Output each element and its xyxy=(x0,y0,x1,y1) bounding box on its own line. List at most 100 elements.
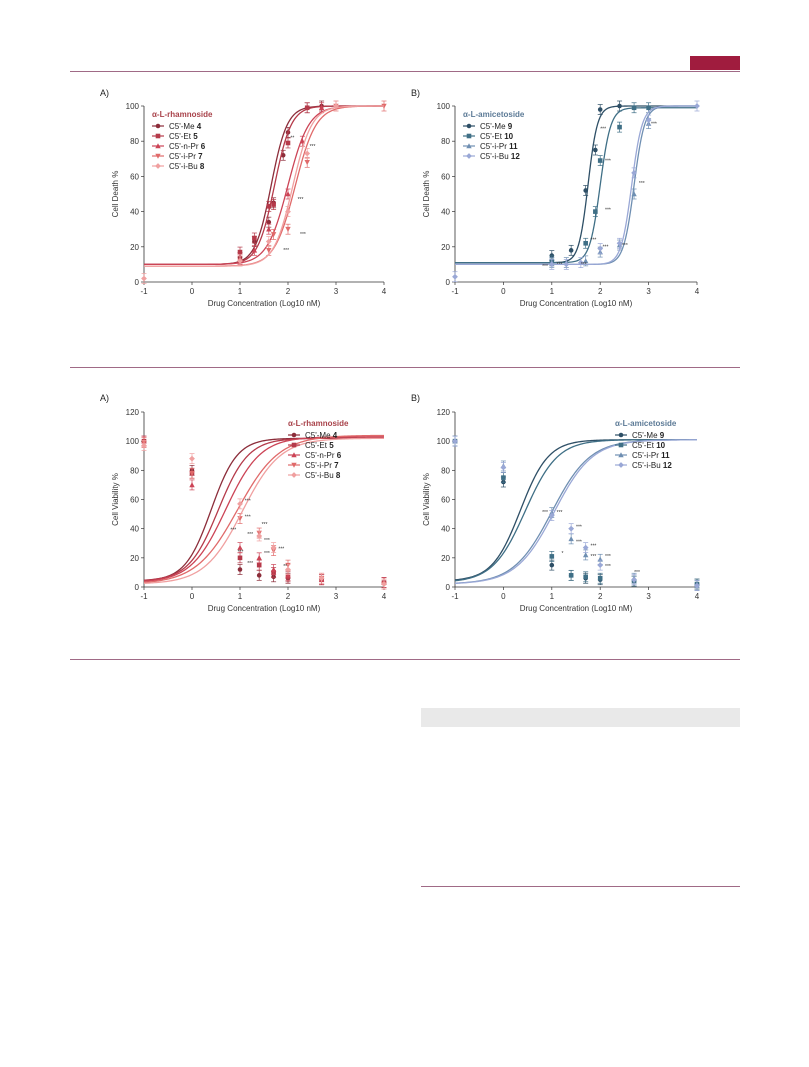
y-tick-label: 60 xyxy=(130,496,139,505)
legend-entry-label: C5'-Et xyxy=(480,132,504,141)
series-12 xyxy=(452,100,700,283)
data-point xyxy=(285,226,291,232)
legend-entry: C5'-Me 4 xyxy=(169,122,202,131)
x-tick-label: 1 xyxy=(550,287,555,296)
x-tick-label: 4 xyxy=(695,287,700,296)
significance-label: *** xyxy=(557,510,563,516)
x-tick-label: -1 xyxy=(451,592,459,601)
data-point xyxy=(597,562,604,569)
data-point xyxy=(631,191,637,197)
legend-entry: C5'-n-Pr 6 xyxy=(169,142,206,151)
significance-label: *** xyxy=(581,262,587,268)
significance-label: *** xyxy=(264,551,270,557)
legend-entry-label: C5'-i-Bu xyxy=(632,461,663,470)
panel-label: A) xyxy=(100,88,109,98)
data-point xyxy=(593,209,598,214)
data-point xyxy=(237,555,243,561)
data-point xyxy=(597,107,603,112)
series-7 xyxy=(141,434,387,590)
x-tick-label: 4 xyxy=(382,287,387,296)
legend-marker xyxy=(618,462,624,468)
significance-label: *** xyxy=(591,238,597,244)
significance-label: *** xyxy=(247,561,253,567)
x-tick-label: -1 xyxy=(140,287,148,296)
y-tick-label: 20 xyxy=(441,554,450,563)
data-point xyxy=(285,208,291,215)
table-header-band xyxy=(421,708,740,727)
legend-entry-number: 9 xyxy=(508,122,513,131)
legend-entry: C5'-i-Bu 12 xyxy=(632,461,672,470)
data-point xyxy=(266,226,272,232)
data-point xyxy=(256,533,263,539)
legend-entry: C5'-i-Pr 11 xyxy=(632,451,670,460)
legend-entry-number: 12 xyxy=(663,461,672,470)
legend-entry-label: C5'-Et xyxy=(632,441,656,450)
data-point xyxy=(285,572,291,578)
y-tick-label: 100 xyxy=(437,102,451,111)
significance-label: *** xyxy=(230,528,236,534)
legend-entry-number: 5 xyxy=(193,132,198,141)
y-tick-label: 40 xyxy=(130,525,139,534)
y-tick-label: 80 xyxy=(441,137,450,146)
legend-entry-number: 4 xyxy=(197,122,202,131)
data-point xyxy=(568,248,574,253)
series-curve xyxy=(144,105,384,267)
series-curve xyxy=(143,434,384,584)
legend-entry-number: 7 xyxy=(198,152,203,161)
series-curve xyxy=(454,439,698,584)
data-point xyxy=(141,275,147,282)
data-point xyxy=(583,188,588,193)
table-bottom-rule xyxy=(421,886,740,887)
legend-entry-number: 7 xyxy=(334,461,339,470)
legend-entry-number: 10 xyxy=(504,132,513,141)
data-point xyxy=(645,117,652,123)
legend-entry-label: C5'-Me xyxy=(480,122,508,131)
y-tick-label: 0 xyxy=(135,278,140,287)
y-tick-label: 100 xyxy=(126,437,140,446)
x-tick-label: 0 xyxy=(190,592,195,601)
significance-label: *** xyxy=(576,539,582,545)
data-point xyxy=(285,191,291,197)
x-axis-label: Drug Concentration (Log10 nM) xyxy=(520,604,633,613)
data-point xyxy=(582,544,589,551)
legend-entry-number: 8 xyxy=(336,471,341,480)
series-8 xyxy=(141,100,384,284)
data-point xyxy=(568,525,575,532)
y-tick-label: 120 xyxy=(126,408,140,417)
x-tick-label: 2 xyxy=(286,592,291,601)
y-axis-label: Cell Death % xyxy=(111,171,120,218)
significance-label: *** xyxy=(238,549,244,555)
data-point xyxy=(285,140,291,146)
legend-entry: C5'-i-Bu 8 xyxy=(169,162,205,171)
legend-entry-label: C5'-Me xyxy=(169,122,197,131)
y-tick-label: 80 xyxy=(130,466,139,475)
significance-label: *** xyxy=(298,197,304,203)
legend-marker xyxy=(155,133,161,139)
legend-entry-label: C5'-i-Pr xyxy=(632,451,661,460)
significance-label: *** xyxy=(310,144,316,150)
legend-entry-label: C5'-i-Pr xyxy=(480,142,509,151)
data-point xyxy=(189,455,195,462)
significance-label: *** xyxy=(576,525,582,531)
legend-entry: C5'-i-Pr 11 xyxy=(480,142,518,151)
data-point xyxy=(631,105,637,111)
legend-entry-number: 8 xyxy=(200,162,205,171)
data-point xyxy=(237,567,243,572)
data-point xyxy=(583,574,588,580)
y-tick-label: 20 xyxy=(130,554,139,563)
legend-marker xyxy=(291,442,297,448)
legend-marker xyxy=(466,133,472,139)
data-point xyxy=(500,464,507,471)
data-point xyxy=(646,105,651,111)
y-tick-label: 60 xyxy=(441,172,450,181)
y-tick-label: 100 xyxy=(437,437,451,446)
data-point xyxy=(299,138,306,144)
legend-entry-number: 9 xyxy=(660,431,665,440)
x-tick-label: 0 xyxy=(501,592,506,601)
legend-title: α-L-amicetoside xyxy=(615,419,677,428)
legend-entry: C5'-i-Pr 7 xyxy=(169,152,203,161)
y-tick-label: 60 xyxy=(441,496,450,505)
